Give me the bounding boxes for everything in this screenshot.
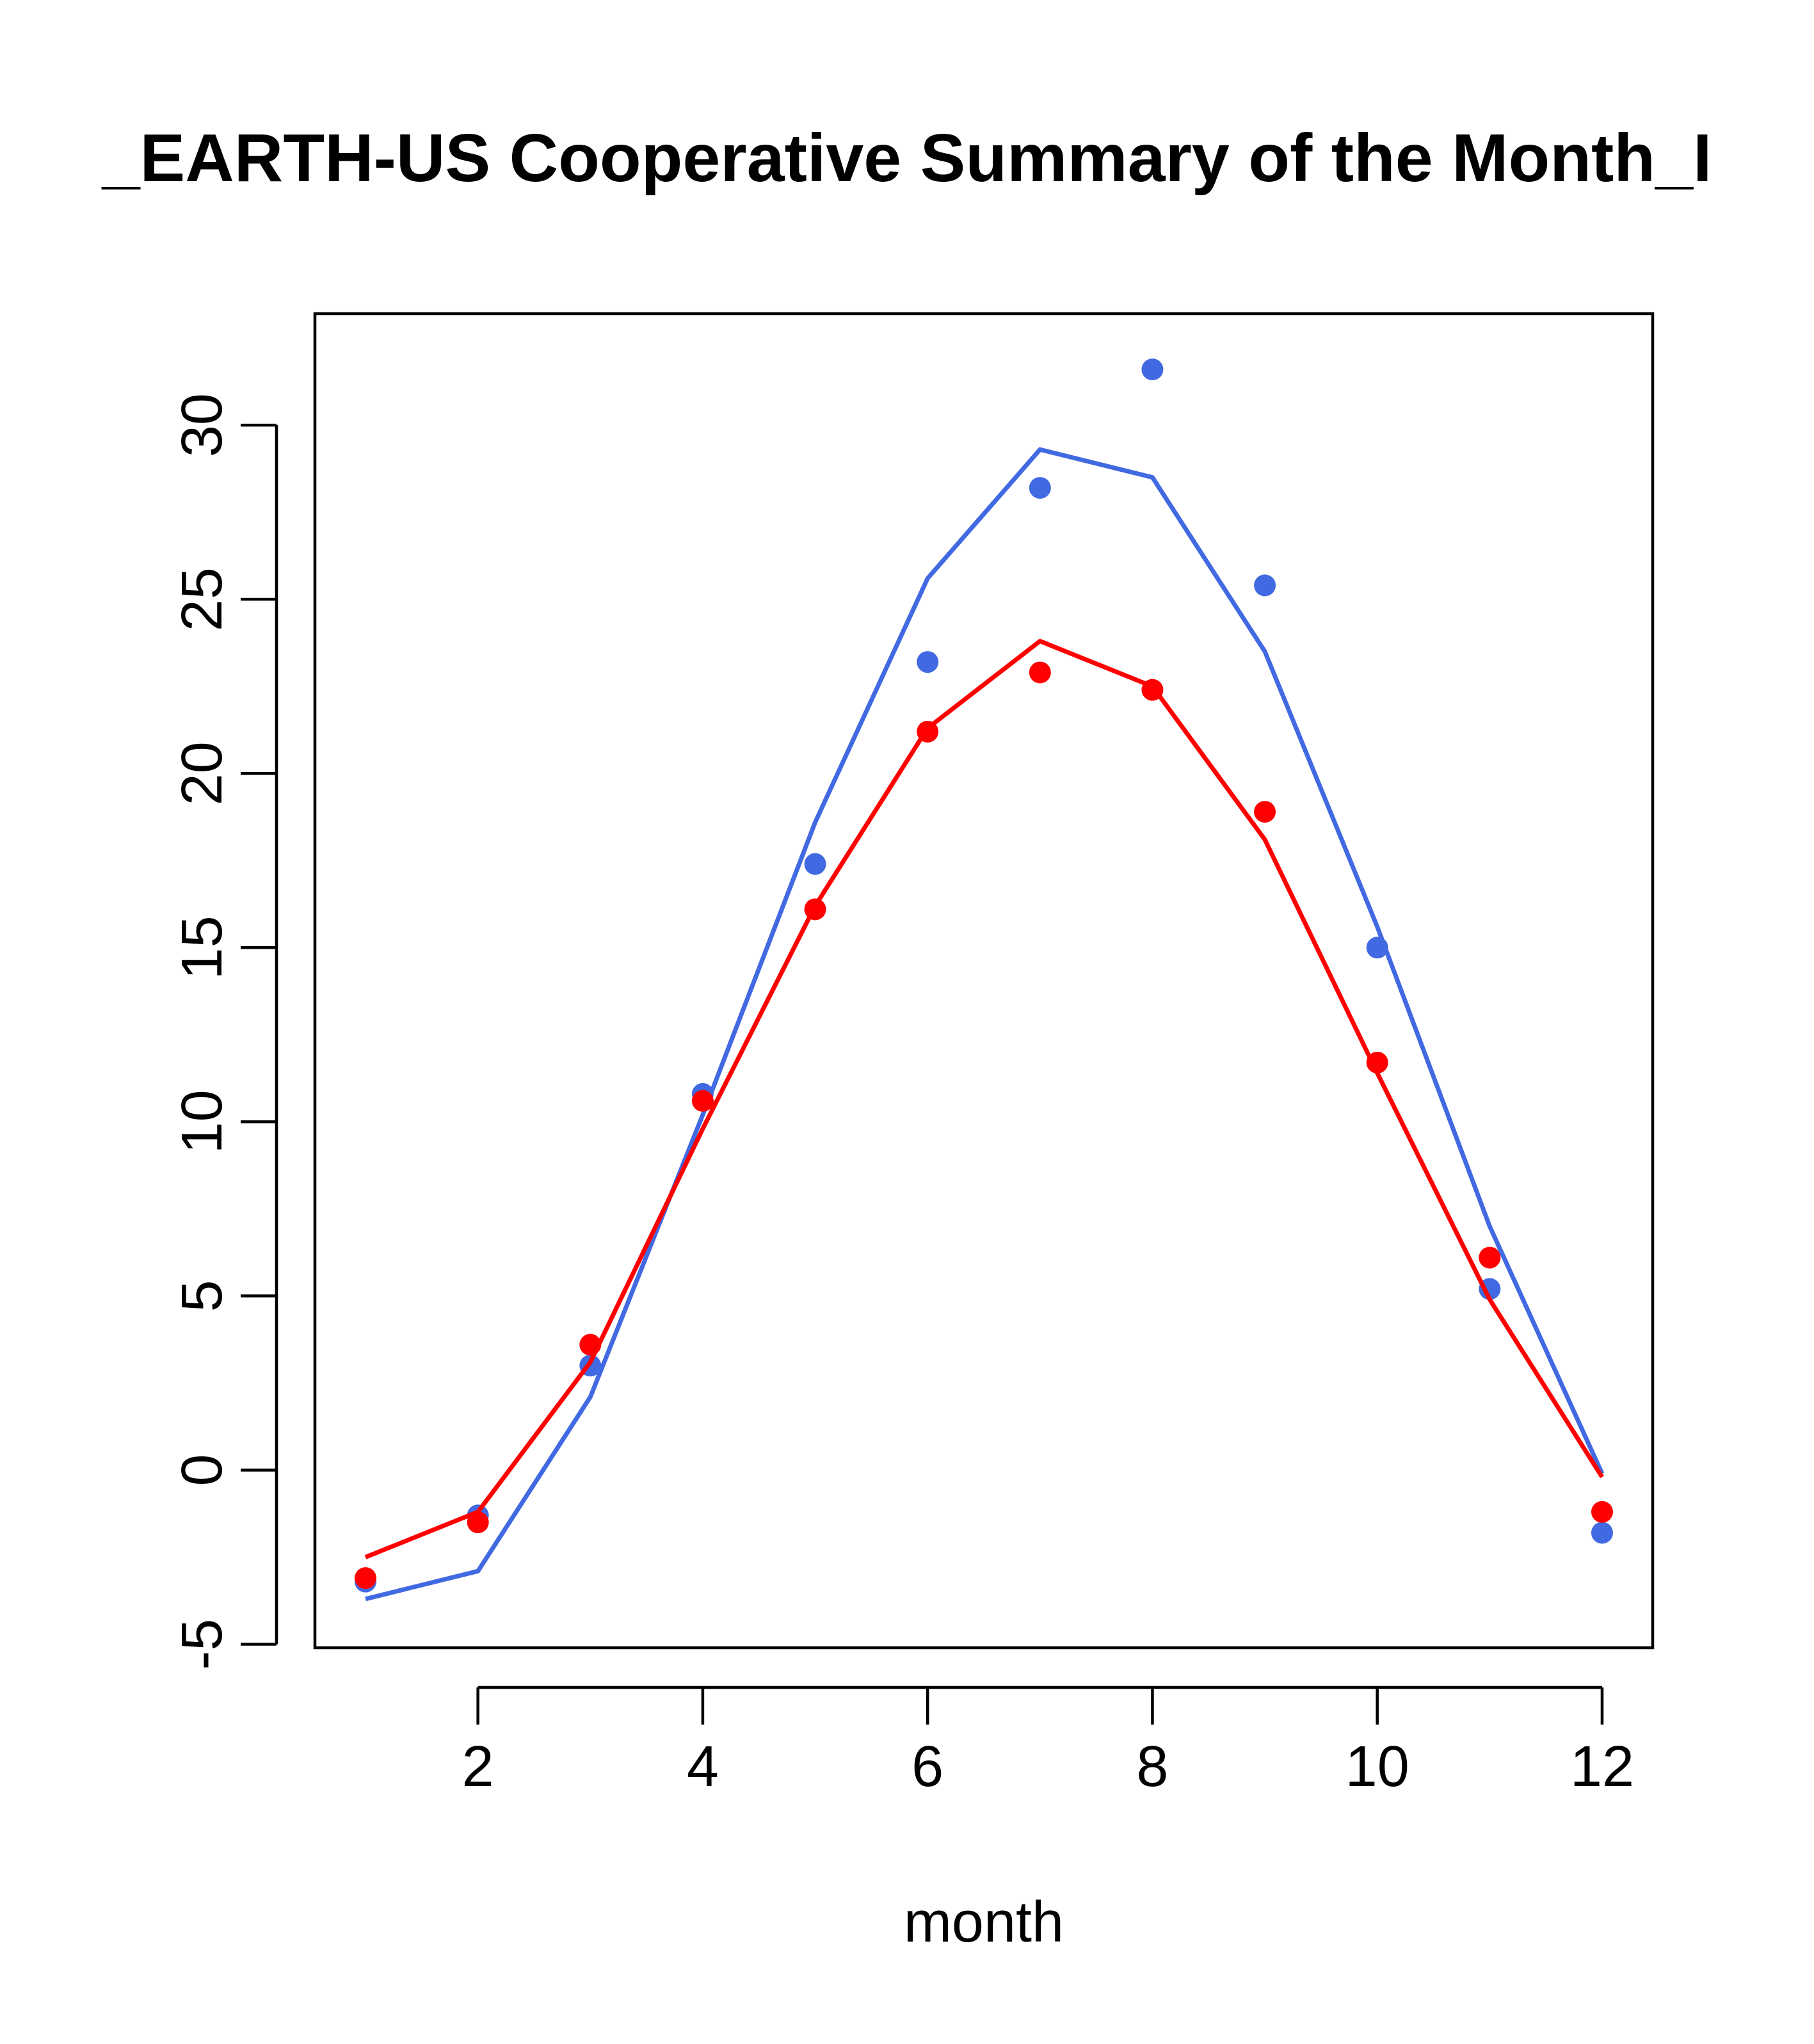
data-point — [1029, 477, 1051, 499]
series-layer — [355, 358, 1613, 1602]
series-2 — [355, 639, 1613, 1589]
data-point — [1029, 661, 1051, 684]
x-tick-label: 12 — [1570, 1735, 1634, 1799]
data-point — [1254, 801, 1276, 823]
x-tick-label: 6 — [911, 1735, 943, 1799]
y-tick-label: 0 — [170, 1454, 234, 1486]
data-point — [1479, 1246, 1501, 1269]
y-axis: -5 0 5 10 15 20 25 30 — [170, 393, 278, 1670]
y-tick-label: 30 — [170, 393, 234, 457]
plot-frame — [313, 312, 1655, 1650]
data-point — [467, 1511, 489, 1534]
x-tick-label: 10 — [1345, 1735, 1409, 1799]
y-tick-label: 25 — [170, 567, 234, 631]
data-point — [1254, 574, 1276, 597]
data-point — [355, 1567, 377, 1589]
series-line — [365, 447, 1605, 1602]
y-tick-label: -5 — [170, 1619, 234, 1670]
data-point — [804, 853, 826, 875]
y-tick-label: 15 — [170, 915, 234, 979]
x-tick-label: 8 — [1136, 1735, 1168, 1799]
data-point — [1141, 358, 1164, 381]
x-axis-label: month — [904, 1890, 1064, 1954]
y-tick-label: 5 — [170, 1280, 234, 1312]
data-point — [691, 1090, 714, 1112]
y-tick-label: 20 — [170, 741, 234, 805]
x-tick-label: 4 — [687, 1735, 719, 1799]
series-line — [364, 639, 1604, 1559]
x-axis: 2 4 6 8 10 12 — [462, 1686, 1634, 1799]
chart-title: _EARTH-US Cooperative Summary of the Mon… — [101, 120, 1712, 196]
y-tick-label: 10 — [170, 1090, 234, 1154]
data-point — [917, 651, 939, 673]
x-tick-label: 2 — [462, 1735, 494, 1799]
data-point — [1591, 1522, 1613, 1544]
data-point — [1591, 1501, 1613, 1523]
